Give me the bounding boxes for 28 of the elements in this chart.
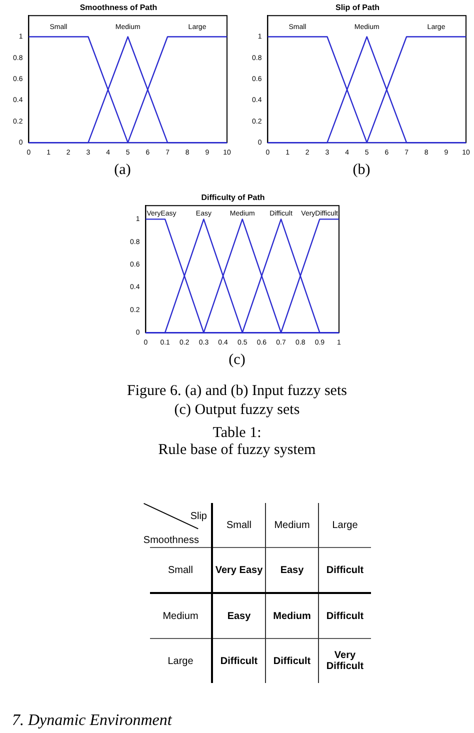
text: Difficult [318, 548, 371, 593]
text: Table 1: [212, 425, 262, 442]
text: Very Difficult [318, 638, 371, 683]
text: Small [212, 503, 266, 548]
text: (a) [113, 162, 132, 179]
text: Easy [266, 548, 318, 593]
text: Difficult [318, 593, 371, 638]
text: Large [150, 638, 212, 683]
text: Medium [150, 593, 212, 638]
text: Large [318, 503, 371, 548]
chart-title: Slip of Path [336, 3, 380, 12]
text: Rule base of fuzzy system [157, 442, 317, 459]
text: (c) [228, 352, 246, 369]
text: Very Easy [212, 548, 266, 593]
text: (c) Output fuzzy sets [173, 402, 301, 419]
text: 7. Dynamic Environment [12, 712, 172, 730]
text: Medium [266, 503, 318, 548]
text: Difficult [212, 638, 266, 683]
text: Difficult [266, 638, 318, 683]
text: (b) [352, 162, 372, 179]
text: Easy [212, 593, 266, 638]
text: Smoothness [143, 535, 199, 546]
text: Small [150, 548, 212, 593]
chart-title: Difficulty of Path [201, 193, 265, 202]
chart-title: Smoothness of Path [80, 3, 158, 12]
text: Slip [190, 511, 207, 522]
text: Medium [266, 593, 318, 638]
caption: Figure 6. (a) and (b) Input fuzzy sets [127, 383, 347, 400]
